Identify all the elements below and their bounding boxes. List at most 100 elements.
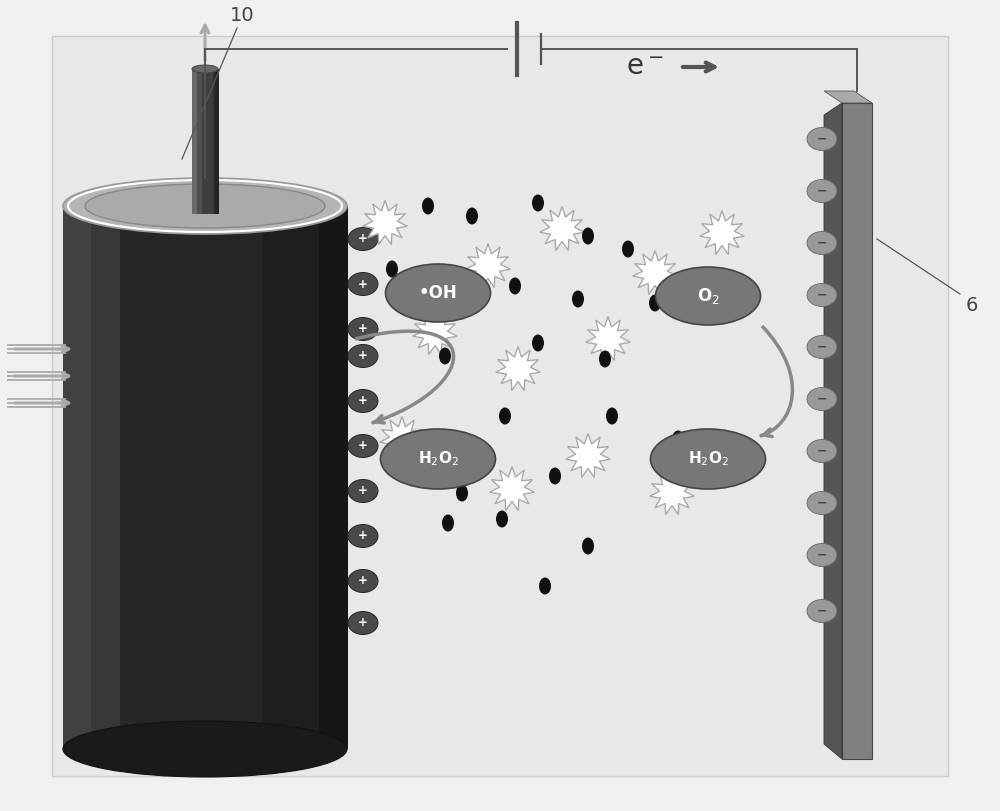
Ellipse shape xyxy=(386,264,490,322)
Polygon shape xyxy=(490,466,534,511)
Ellipse shape xyxy=(807,543,837,567)
Polygon shape xyxy=(824,103,842,759)
Bar xyxy=(300,206,310,749)
Ellipse shape xyxy=(656,267,761,325)
Ellipse shape xyxy=(348,569,378,593)
Bar xyxy=(290,206,301,749)
Text: +: + xyxy=(358,484,368,497)
Ellipse shape xyxy=(599,350,611,367)
Bar xyxy=(262,206,272,749)
Bar xyxy=(186,206,197,749)
Text: +: + xyxy=(358,394,368,407)
Ellipse shape xyxy=(807,336,837,358)
Bar xyxy=(319,206,329,749)
Bar xyxy=(205,206,215,749)
Ellipse shape xyxy=(496,510,508,527)
Ellipse shape xyxy=(348,228,378,251)
Ellipse shape xyxy=(807,284,837,307)
Text: −: − xyxy=(817,393,827,406)
Bar xyxy=(167,206,178,749)
Ellipse shape xyxy=(649,294,661,311)
Ellipse shape xyxy=(456,484,468,501)
Ellipse shape xyxy=(532,195,544,212)
Bar xyxy=(215,69,218,214)
Ellipse shape xyxy=(348,525,378,547)
Bar xyxy=(72,206,83,749)
Text: +: + xyxy=(358,616,368,629)
Ellipse shape xyxy=(439,347,451,364)
Ellipse shape xyxy=(572,290,584,307)
Bar xyxy=(195,69,198,214)
Ellipse shape xyxy=(532,334,544,351)
Bar xyxy=(309,206,320,749)
Bar xyxy=(197,69,200,214)
Bar xyxy=(139,206,149,749)
Polygon shape xyxy=(566,434,610,478)
Bar xyxy=(224,206,234,749)
Polygon shape xyxy=(380,417,424,461)
Polygon shape xyxy=(466,243,510,288)
Ellipse shape xyxy=(622,241,634,258)
Bar xyxy=(202,69,206,214)
Ellipse shape xyxy=(348,389,378,413)
Bar xyxy=(281,206,291,749)
Bar xyxy=(110,206,121,749)
Bar xyxy=(233,206,244,749)
Ellipse shape xyxy=(442,514,454,531)
Polygon shape xyxy=(363,200,407,245)
Polygon shape xyxy=(650,470,694,515)
Ellipse shape xyxy=(422,198,434,214)
Text: e$^-$: e$^-$ xyxy=(626,53,664,81)
Text: 10: 10 xyxy=(230,6,254,25)
Text: +: + xyxy=(358,350,368,363)
Bar xyxy=(129,206,140,749)
Ellipse shape xyxy=(807,440,837,462)
Ellipse shape xyxy=(68,180,342,232)
Bar xyxy=(192,69,195,214)
Ellipse shape xyxy=(807,491,837,514)
Text: +: + xyxy=(358,233,368,246)
Bar xyxy=(214,206,225,749)
Ellipse shape xyxy=(348,435,378,457)
Text: •OH: •OH xyxy=(419,284,457,302)
Text: −: − xyxy=(817,604,827,617)
Ellipse shape xyxy=(509,277,521,294)
Bar xyxy=(148,206,159,749)
Text: −: − xyxy=(817,341,827,354)
Ellipse shape xyxy=(449,294,461,311)
Text: +: + xyxy=(358,323,368,336)
Bar xyxy=(205,69,208,214)
Ellipse shape xyxy=(63,178,347,234)
Text: +: + xyxy=(358,277,368,290)
Text: −: − xyxy=(817,548,827,561)
Polygon shape xyxy=(633,251,677,294)
Bar xyxy=(271,206,282,749)
Ellipse shape xyxy=(348,272,378,295)
Ellipse shape xyxy=(672,431,684,448)
Bar xyxy=(91,206,102,749)
Ellipse shape xyxy=(582,538,594,555)
Ellipse shape xyxy=(192,65,218,73)
Text: +: + xyxy=(358,530,368,543)
Ellipse shape xyxy=(549,467,561,484)
Bar xyxy=(82,206,92,749)
Bar xyxy=(63,206,73,749)
Text: −: − xyxy=(817,237,827,250)
Ellipse shape xyxy=(807,599,837,623)
Polygon shape xyxy=(824,91,872,103)
Polygon shape xyxy=(496,346,540,391)
Bar xyxy=(52,36,948,776)
Ellipse shape xyxy=(466,208,478,225)
Bar xyxy=(158,206,168,749)
Bar xyxy=(338,206,348,749)
Bar xyxy=(243,206,253,749)
Text: H$_2$O$_2$: H$_2$O$_2$ xyxy=(418,449,458,468)
Text: −: − xyxy=(817,132,827,145)
Ellipse shape xyxy=(807,127,837,151)
Ellipse shape xyxy=(348,611,378,634)
Polygon shape xyxy=(586,316,630,361)
Ellipse shape xyxy=(807,388,837,410)
Bar xyxy=(210,69,213,214)
Bar xyxy=(328,206,339,749)
Ellipse shape xyxy=(606,407,618,424)
